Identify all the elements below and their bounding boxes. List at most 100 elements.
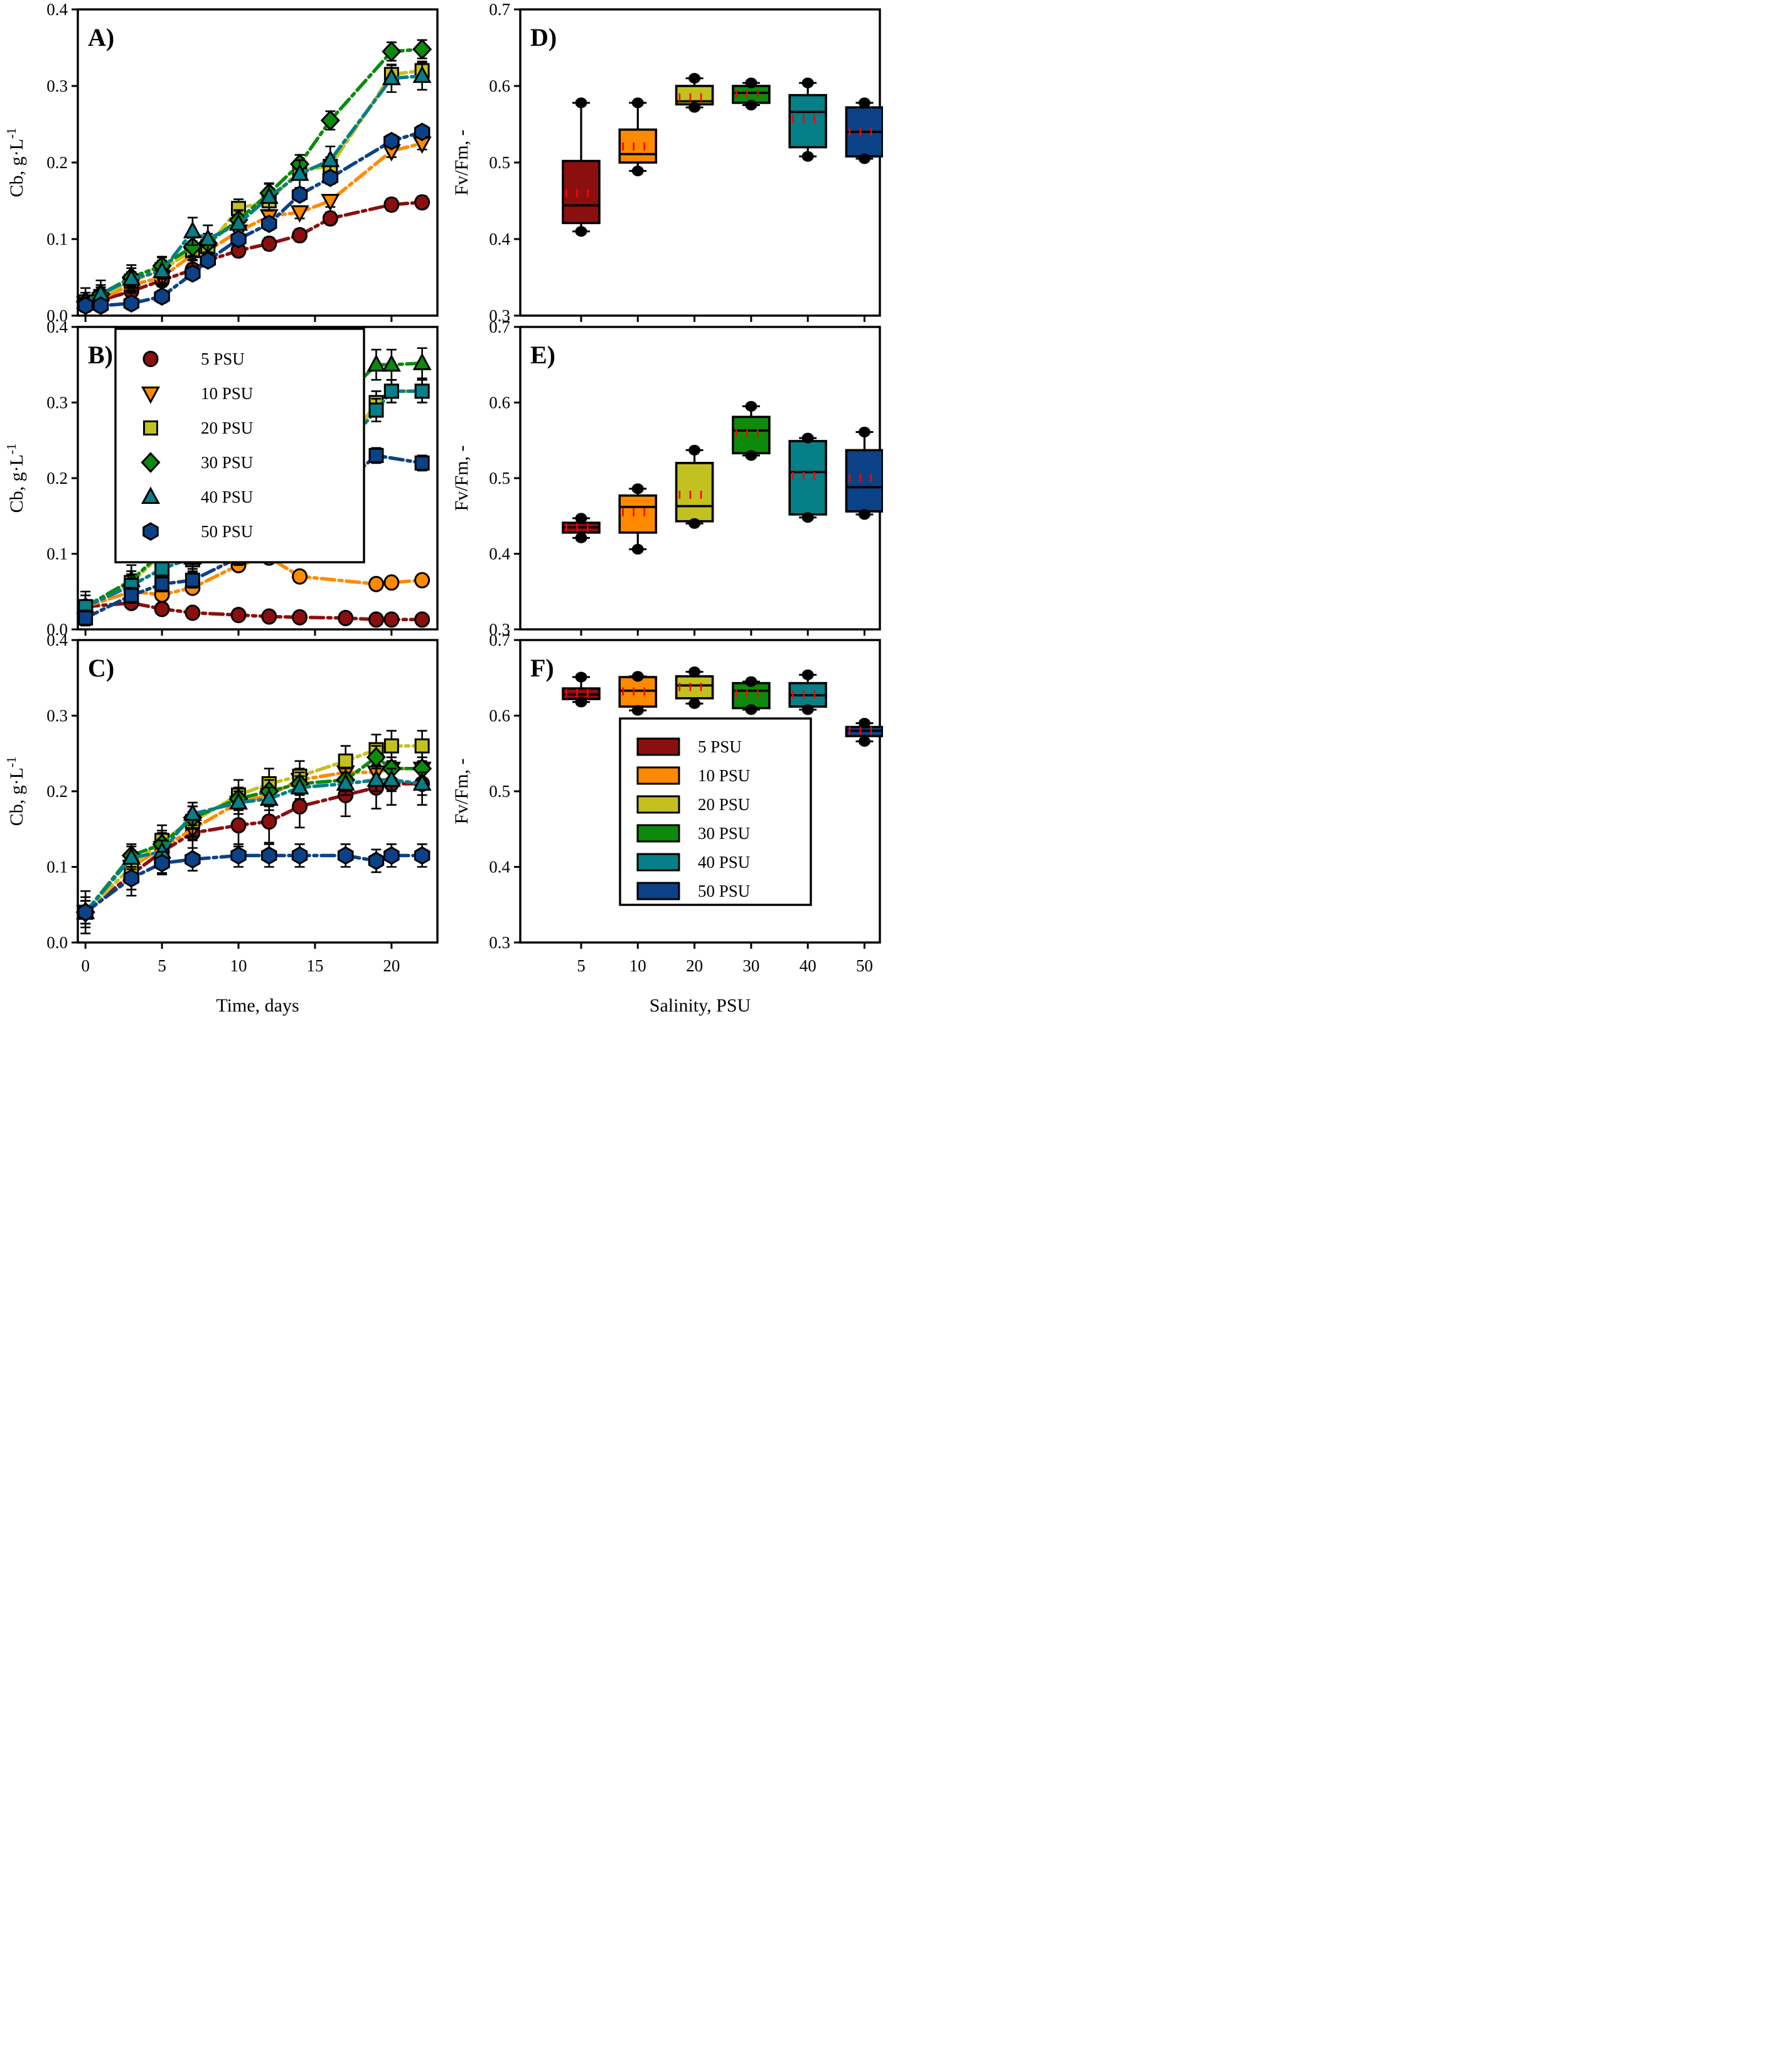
panel-label-A: A) [88,23,114,51]
x-tick-label: 5 [577,956,586,975]
legend-panel-F: 5 PSU 10 PSU 20 PSU 30 PSU 40 PSU 50 PSU [619,717,812,906]
series-40-psu [76,61,432,317]
percentile-dot [575,97,587,109]
percentile-dot [631,671,644,682]
y-tick-label: 0.1 [46,545,68,563]
percentile-dot [801,704,814,715]
y-tick-label: 0.5 [489,153,510,172]
percentile-dot [801,77,814,88]
hexagon-marker [337,846,354,865]
triangle-up-marker [367,354,386,372]
box-rect [788,93,827,149]
x-tick-label: 10 [230,956,247,975]
panel-F: 0.3 0.4 0.5 0.6 0.7 5 10 20 30 40 50 Fv/Fm, - Salini… [451,631,884,1016]
y-tick-label: 0.6 [489,77,510,95]
circle-marker [383,196,400,213]
triangle-up-marker [382,769,401,787]
panel-label-D: D) [530,23,557,51]
legend-item-label: 30 PSU [698,824,750,843]
hexagon-marker [322,168,339,188]
triangle-up-marker [336,773,355,791]
circle-marker [322,210,338,227]
y-tick-label: 0.4 [489,230,510,248]
percentile-dot [631,165,644,176]
triangle-down-marker [321,194,340,211]
triangle-up-marker [153,260,172,279]
percentile-dot [688,698,701,709]
box-40-psu [788,77,827,162]
y-tick-label: 0.0 [46,620,68,639]
triangle-up-marker [259,788,279,806]
legend-item-50-psu: 50 PSU [142,522,253,541]
triangle-up-marker [382,68,401,85]
circle-marker [414,611,431,628]
y-tick-label: 0.5 [489,782,510,801]
legend-swatch [636,824,680,843]
percentile-dot [801,512,814,523]
box-20-psu [675,444,714,529]
y-axis-label-B: Cb, g·L-1 [4,444,27,513]
triangle-up-marker [321,149,340,168]
y-tick-label: 0.0 [46,933,68,952]
series-line [83,130,424,307]
percentile-dot [745,401,757,412]
percentile-dot [859,718,870,729]
triangle-up-marker [183,221,202,238]
legend-swatch [636,853,680,872]
hexagon-marker [383,846,400,865]
percentile-dot [688,666,701,678]
plot-frame-C [77,639,439,944]
box-rect [675,675,714,700]
legend-item-10-psu: 10 PSU [636,766,750,785]
circle-marker [154,601,170,617]
hexagon-marker [185,850,201,869]
panel-label-F: F) [530,654,554,682]
legend-item-label: 10 PSU [201,384,253,403]
hexagon-marker [185,264,201,283]
percentile-dot [859,97,870,109]
circle-marker [383,574,400,591]
circle-marker [261,235,277,252]
circle-marker [414,572,431,589]
box-5-psu [562,671,601,708]
circle-marker [292,227,308,243]
y-tick-label: 0.7 [489,318,510,336]
triangle-down-marker [290,205,309,223]
box-rect [788,440,827,516]
series-line [83,782,424,914]
box-5-psu [562,513,601,543]
circle-marker [368,575,384,592]
diamond-marker [320,110,340,131]
box-10-psu [618,671,658,716]
hexagon-marker [154,853,170,873]
percentile-dot [745,100,757,110]
y-tick-label: 0.4 [46,0,68,19]
legend-item-label: 40 PSU [201,488,253,506]
y-axis-label-D: Fv/Fm, - [451,129,472,195]
legend-item-20-psu: 20 PSU [143,419,253,437]
y-tick-label: 0.1 [46,230,68,248]
y-axis-label-C: Cb, g·L-1 [4,757,27,826]
triangle-up-marker [122,847,141,865]
y-tick-label: 0.7 [489,631,510,649]
percentile-dot [631,97,644,109]
percentile-dot [745,676,757,687]
y-tick-label: 0.6 [489,707,510,725]
hexagon-marker [92,296,109,315]
legend-item-10-psu: 10 PSU [141,384,253,404]
square-marker [338,753,353,769]
triangle-up-marker [412,65,432,83]
y-tick-label: 0.3 [46,393,68,412]
legend-item-30-psu: 30 PSU [636,824,750,843]
hexagon-marker [414,122,431,141]
square-marker [414,738,430,754]
square-marker [143,420,158,435]
legend-item-label: 10 PSU [698,766,750,785]
square-marker [78,610,94,626]
circle-marker [261,608,277,625]
circle-marker [292,609,308,626]
triangle-up-marker [412,353,432,370]
triangle-up-marker [228,792,249,810]
x-tick-label: 40 [800,956,816,975]
triangle-up-marker [259,186,279,204]
